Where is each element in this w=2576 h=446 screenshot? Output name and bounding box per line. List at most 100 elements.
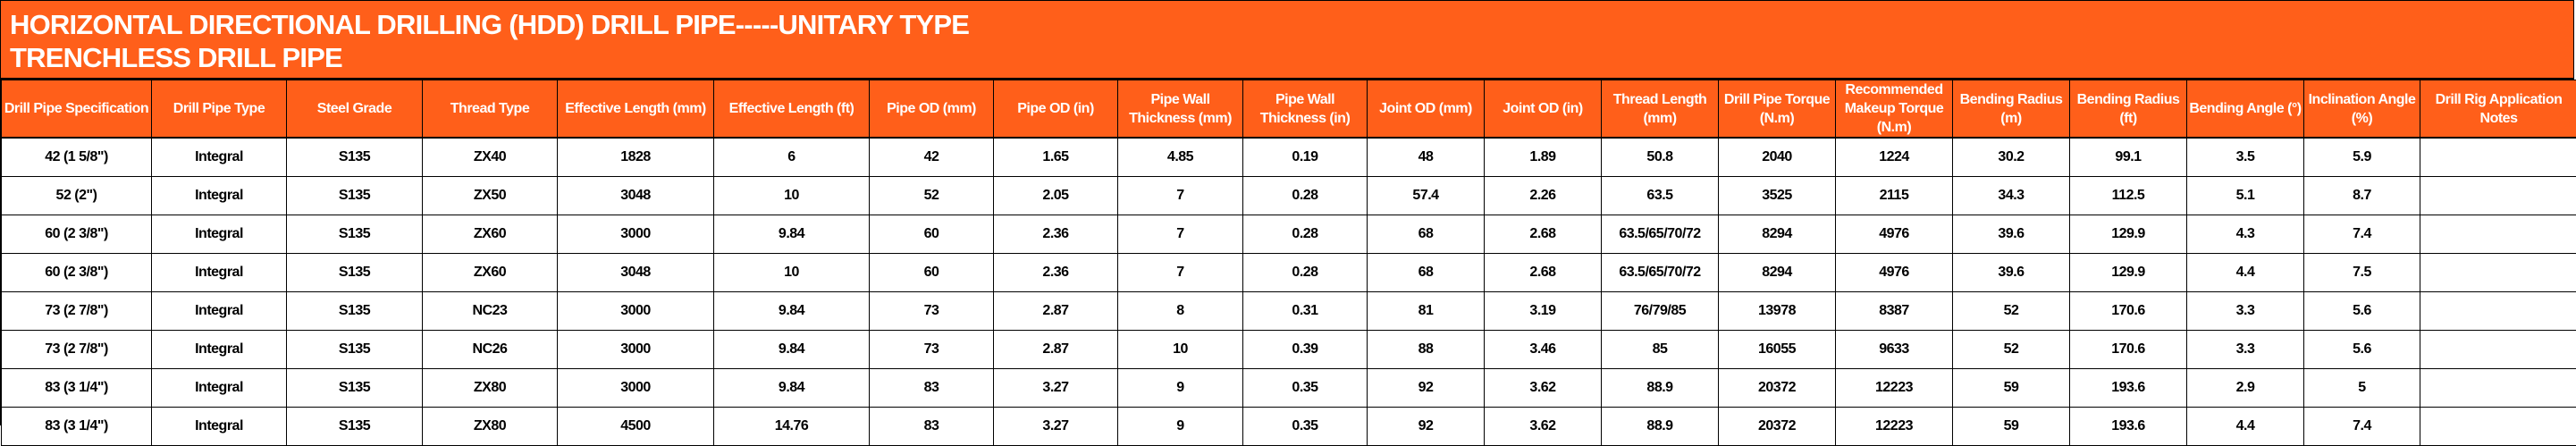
table-cell: 12223 <box>1836 369 1953 408</box>
table-cell: 0.28 <box>1243 177 1368 215</box>
table-cell: 10 <box>714 254 870 292</box>
table-cell: 1224 <box>1836 138 1953 177</box>
table-cell: 50.8 <box>1602 138 1719 177</box>
table-cell: 48 <box>1368 138 1485 177</box>
table-cell: 85 <box>1602 331 1719 369</box>
table-cell: 9.84 <box>714 331 870 369</box>
table-cell <box>2420 215 2576 254</box>
title-line-2: TRENCHLESS DRILL PIPE <box>10 41 2564 74</box>
table-cell: Integral <box>152 215 287 254</box>
table-cell: 170.6 <box>2070 331 2187 369</box>
table-cell: S135 <box>287 138 423 177</box>
column-header: Bending Radius (ft) <box>2070 80 2187 139</box>
table-cell: 8294 <box>1719 254 1836 292</box>
table-cell: 34.3 <box>1953 177 2070 215</box>
column-header: Pipe Wall Thickness (mm) <box>1118 80 1243 139</box>
table-cell: ZX80 <box>423 408 558 446</box>
table-cell: 52 <box>870 177 994 215</box>
column-header: Drill Rig Application Notes <box>2420 80 2576 139</box>
table-cell: NC23 <box>423 292 558 331</box>
table-cell: 60 (2 3/8") <box>2 254 152 292</box>
table-cell: 16055 <box>1719 331 1836 369</box>
table-cell: 63.5 <box>1602 177 1719 215</box>
column-header: Bending Radius (m) <box>1953 80 2070 139</box>
table-cell: 73 (2 7/8") <box>2 292 152 331</box>
table-cell: 60 <box>870 254 994 292</box>
column-header: Thread Length (mm) <box>1602 80 1719 139</box>
table-cell: 2.87 <box>994 331 1118 369</box>
table-cell: 2.9 <box>2187 369 2304 408</box>
table-cell: 60 <box>870 215 994 254</box>
column-header: Inclination Angle (%) <box>2304 80 2420 139</box>
table-cell: Integral <box>152 292 287 331</box>
table-cell: 8.7 <box>2304 177 2420 215</box>
table-cell: 73 (2 7/8") <box>2 331 152 369</box>
table-cell: 3.62 <box>1485 369 1602 408</box>
table-cell: 4.3 <box>2187 215 2304 254</box>
table-cell: 5.1 <box>2187 177 2304 215</box>
table-cell: ZX50 <box>423 177 558 215</box>
table-cell: 9 <box>1118 408 1243 446</box>
table-cell: 2.36 <box>994 254 1118 292</box>
table-cell: 0.35 <box>1243 408 1368 446</box>
table-cell: 52 <box>1953 331 2070 369</box>
column-header: Thread Type <box>423 80 558 139</box>
column-header: Pipe Wall Thickness (in) <box>1243 80 1368 139</box>
table-cell: Integral <box>152 331 287 369</box>
table-cell: 9.84 <box>714 292 870 331</box>
table-cell: 42 (1 5/8") <box>2 138 152 177</box>
table-cell: 2040 <box>1719 138 1836 177</box>
table-cell: 4976 <box>1836 254 1953 292</box>
table-cell <box>2420 177 2576 215</box>
table-cell: 3.62 <box>1485 408 1602 446</box>
table-cell: 3000 <box>558 331 714 369</box>
table-cell: 83 (3 1/4") <box>2 369 152 408</box>
table-cell: 112.5 <box>2070 177 2187 215</box>
column-header: Drill Pipe Type <box>152 80 287 139</box>
column-header: Steel Grade <box>287 80 423 139</box>
table-cell: 88 <box>1368 331 1485 369</box>
table-cell <box>2420 369 2576 408</box>
table-cell: 3525 <box>1719 177 1836 215</box>
table-cell: S135 <box>287 369 423 408</box>
column-header: Joint OD (mm) <box>1368 80 1485 139</box>
title-line-1: HORIZONTAL DIRECTIONAL DRILLING (HDD) DR… <box>10 8 2564 41</box>
table-cell: 9.84 <box>714 369 870 408</box>
table-cell: 3000 <box>558 292 714 331</box>
table-cell: Integral <box>152 369 287 408</box>
table-cell: 5 <box>2304 369 2420 408</box>
table-cell: 0.28 <box>1243 215 1368 254</box>
table-cell: 1.89 <box>1485 138 1602 177</box>
table-cell: 170.6 <box>2070 292 2187 331</box>
table-cell: 7 <box>1118 215 1243 254</box>
table-cell: 12223 <box>1836 408 1953 446</box>
table-cell: 5.6 <box>2304 331 2420 369</box>
table-cell: 3.46 <box>1485 331 1602 369</box>
table-cell: 7.4 <box>2304 408 2420 446</box>
table-cell: 0.39 <box>1243 331 1368 369</box>
table-cell: ZX60 <box>423 215 558 254</box>
column-header: Recommended Makeup Torque (N.m) <box>1836 80 1953 139</box>
table-cell: 129.9 <box>2070 215 2187 254</box>
table-cell: S135 <box>287 292 423 331</box>
table-cell: 81 <box>1368 292 1485 331</box>
table-cell: 9.84 <box>714 215 870 254</box>
table-cell <box>2420 138 2576 177</box>
table-cell: 59 <box>1953 408 2070 446</box>
table-cell: 8294 <box>1719 215 1836 254</box>
table-cell <box>2420 331 2576 369</box>
table-cell: 68 <box>1368 254 1485 292</box>
column-header: Joint OD (in) <box>1485 80 1602 139</box>
table-cell: 20372 <box>1719 369 1836 408</box>
table-cell: 2.68 <box>1485 215 1602 254</box>
table-cell: 5.9 <box>2304 138 2420 177</box>
table-cell: 83 <box>870 408 994 446</box>
table-cell: ZX80 <box>423 369 558 408</box>
table-cell: 92 <box>1368 369 1485 408</box>
